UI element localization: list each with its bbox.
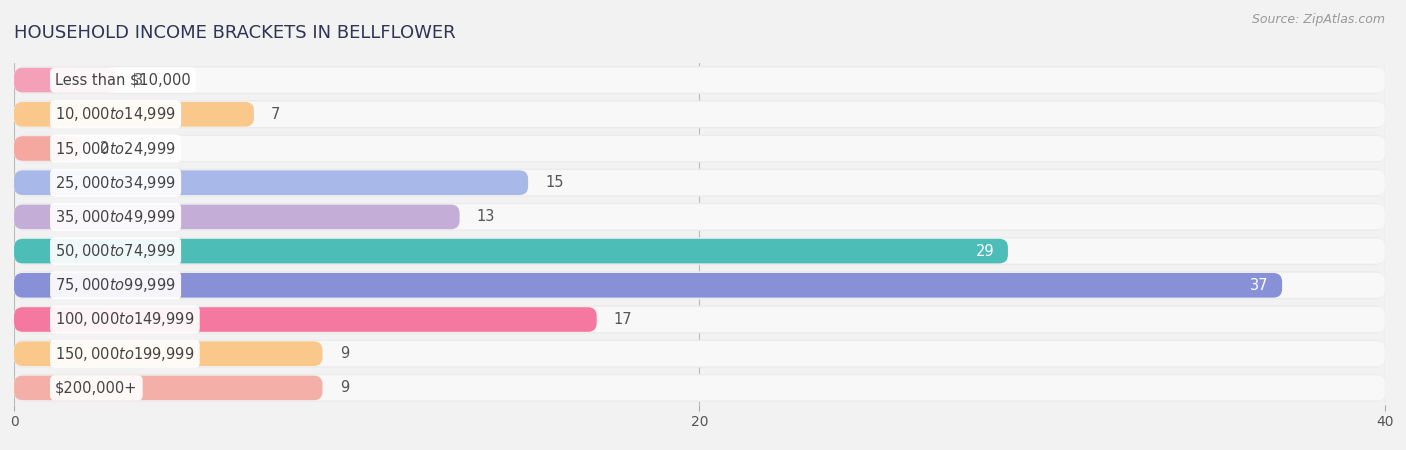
Text: $25,000 to $34,999: $25,000 to $34,999 [55, 174, 176, 192]
FancyBboxPatch shape [14, 100, 1385, 128]
Text: $15,000 to $24,999: $15,000 to $24,999 [55, 140, 176, 158]
FancyBboxPatch shape [14, 340, 1385, 368]
FancyBboxPatch shape [14, 273, 1385, 298]
FancyBboxPatch shape [14, 102, 1385, 127]
Text: 3: 3 [134, 72, 143, 88]
FancyBboxPatch shape [14, 136, 83, 161]
Text: 9: 9 [340, 380, 349, 396]
FancyBboxPatch shape [14, 102, 254, 126]
Text: 9: 9 [340, 346, 349, 361]
FancyBboxPatch shape [14, 374, 1385, 402]
Text: $10,000 to $14,999: $10,000 to $14,999 [55, 105, 176, 123]
Text: Source: ZipAtlas.com: Source: ZipAtlas.com [1251, 14, 1385, 27]
FancyBboxPatch shape [14, 170, 1385, 195]
FancyBboxPatch shape [14, 169, 1385, 197]
FancyBboxPatch shape [14, 136, 1385, 161]
Text: Less than $10,000: Less than $10,000 [55, 72, 191, 88]
FancyBboxPatch shape [14, 273, 1282, 297]
FancyBboxPatch shape [14, 306, 1385, 333]
Text: 7: 7 [271, 107, 280, 122]
FancyBboxPatch shape [14, 342, 322, 366]
Text: $35,000 to $49,999: $35,000 to $49,999 [55, 208, 176, 226]
Text: 15: 15 [546, 175, 564, 190]
FancyBboxPatch shape [14, 237, 1385, 265]
FancyBboxPatch shape [14, 203, 1385, 231]
FancyBboxPatch shape [14, 68, 1385, 93]
Text: 17: 17 [614, 312, 633, 327]
Text: $150,000 to $199,999: $150,000 to $199,999 [55, 345, 194, 363]
Text: $200,000+: $200,000+ [55, 380, 138, 396]
FancyBboxPatch shape [14, 66, 1385, 94]
FancyBboxPatch shape [14, 205, 460, 229]
FancyBboxPatch shape [14, 307, 1385, 332]
FancyBboxPatch shape [14, 135, 1385, 162]
Text: 13: 13 [477, 209, 495, 225]
Text: $50,000 to $74,999: $50,000 to $74,999 [55, 242, 176, 260]
FancyBboxPatch shape [14, 171, 529, 195]
FancyBboxPatch shape [14, 239, 1008, 263]
Text: $100,000 to $149,999: $100,000 to $149,999 [55, 310, 194, 328]
FancyBboxPatch shape [14, 307, 596, 332]
FancyBboxPatch shape [14, 68, 117, 92]
Text: 29: 29 [976, 243, 994, 259]
FancyBboxPatch shape [14, 238, 1385, 264]
FancyBboxPatch shape [14, 204, 1385, 230]
Text: 2: 2 [100, 141, 110, 156]
FancyBboxPatch shape [14, 375, 1385, 401]
FancyBboxPatch shape [14, 341, 1385, 366]
Text: 37: 37 [1250, 278, 1268, 293]
Text: $75,000 to $99,999: $75,000 to $99,999 [55, 276, 176, 294]
FancyBboxPatch shape [14, 271, 1385, 299]
Text: HOUSEHOLD INCOME BRACKETS IN BELLFLOWER: HOUSEHOLD INCOME BRACKETS IN BELLFLOWER [14, 24, 456, 42]
FancyBboxPatch shape [14, 376, 322, 400]
